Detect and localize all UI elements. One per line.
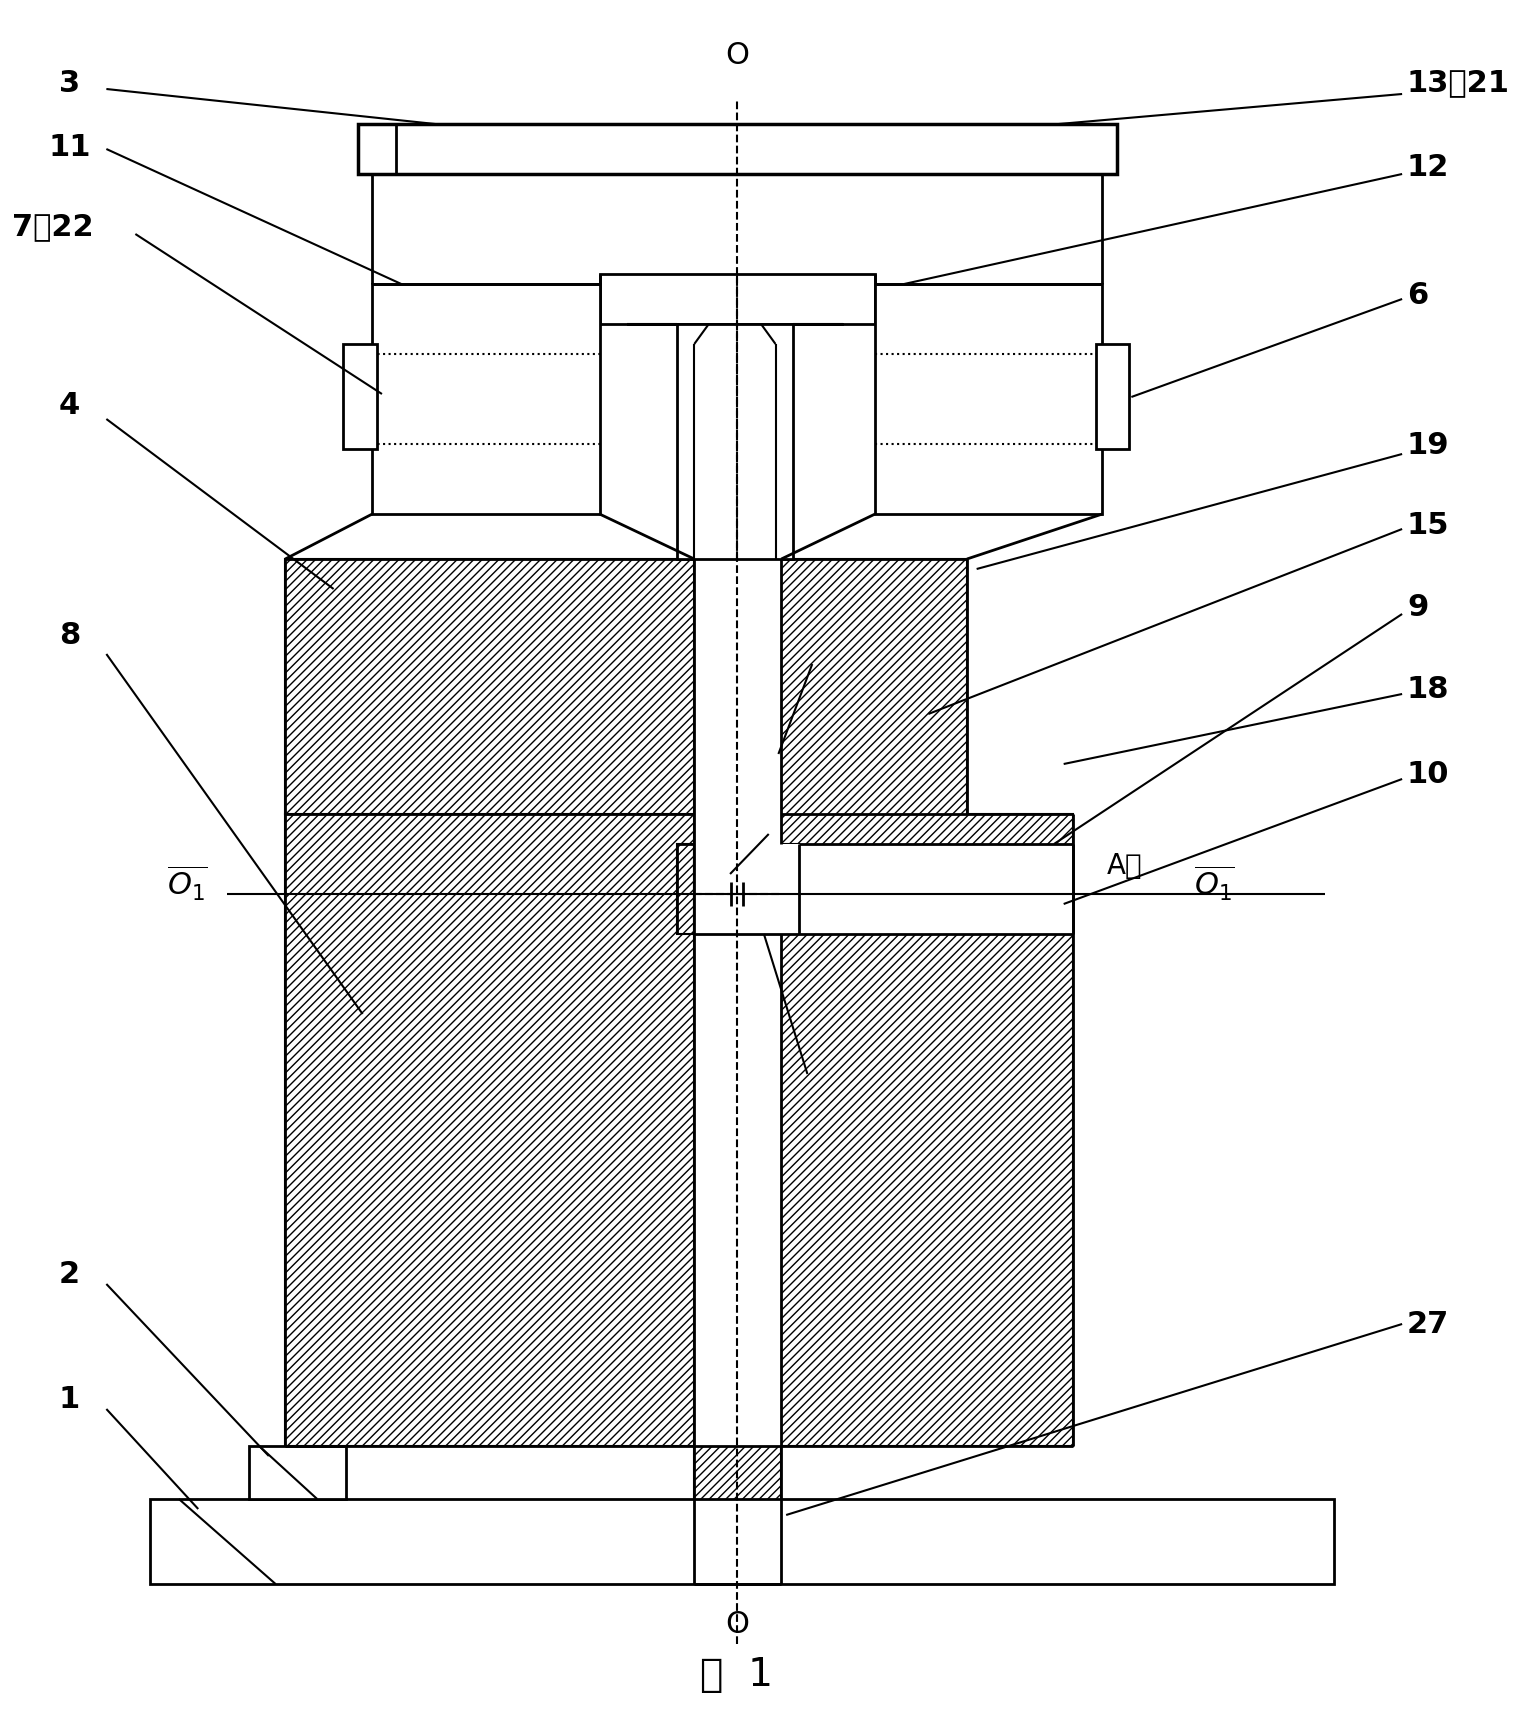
Text: 4: 4 bbox=[59, 391, 81, 420]
Text: 11: 11 bbox=[49, 132, 91, 161]
Bar bbox=[1095, 345, 1130, 449]
Text: 6: 6 bbox=[1407, 281, 1429, 309]
Text: O: O bbox=[725, 41, 749, 70]
Text: 18: 18 bbox=[1407, 675, 1450, 704]
Polygon shape bbox=[626, 326, 844, 560]
Text: $\overline{O_1}$: $\overline{O_1}$ bbox=[1194, 862, 1235, 902]
Text: 8: 8 bbox=[59, 620, 81, 650]
Text: 12: 12 bbox=[1407, 153, 1450, 182]
Text: 27: 27 bbox=[1407, 1309, 1450, 1339]
Bar bbox=[149, 1500, 1334, 1584]
Bar bbox=[694, 845, 1074, 934]
Bar bbox=[694, 560, 781, 1447]
Polygon shape bbox=[285, 814, 694, 1447]
Text: 19: 19 bbox=[1407, 430, 1450, 459]
Bar bbox=[358, 125, 1116, 175]
Text: 10: 10 bbox=[1407, 759, 1450, 788]
Polygon shape bbox=[285, 560, 694, 814]
Bar bbox=[876, 285, 1103, 514]
Text: 7、22: 7、22 bbox=[12, 213, 94, 242]
Text: $\overline{O_1}$: $\overline{O_1}$ bbox=[168, 862, 209, 902]
Text: 3: 3 bbox=[59, 69, 81, 98]
Text: 15: 15 bbox=[1407, 511, 1450, 540]
Polygon shape bbox=[781, 560, 1074, 1447]
Bar bbox=[600, 274, 876, 326]
Bar bbox=[343, 345, 378, 449]
Text: O: O bbox=[725, 1609, 749, 1639]
Bar bbox=[250, 1447, 346, 1500]
Text: 图  1: 图 1 bbox=[701, 1656, 774, 1693]
Text: A向: A向 bbox=[1107, 852, 1142, 879]
Text: 1: 1 bbox=[59, 1385, 81, 1414]
Polygon shape bbox=[694, 1447, 781, 1584]
Text: 9: 9 bbox=[1407, 591, 1429, 620]
Text: 13、21: 13、21 bbox=[1407, 69, 1509, 98]
Text: 2: 2 bbox=[59, 1260, 81, 1289]
Bar bbox=[372, 285, 600, 514]
